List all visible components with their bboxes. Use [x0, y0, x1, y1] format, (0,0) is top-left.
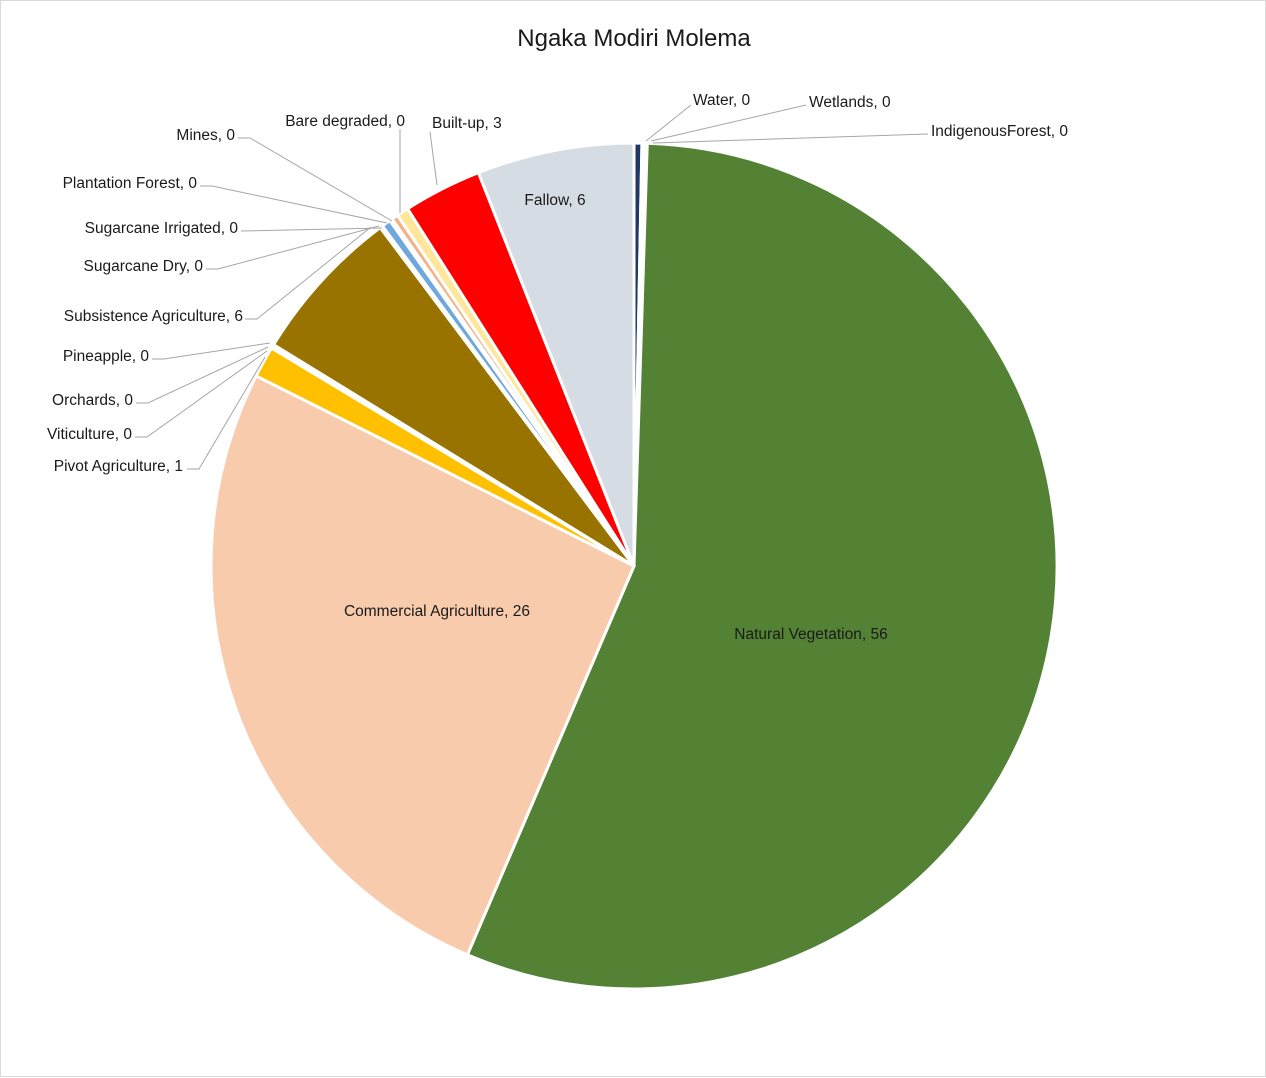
leader-water [645, 104, 692, 142]
label-commercial-agriculture: Commercial Agriculture, 26 [344, 603, 530, 620]
label-wetlands: Wetlands, 0 [809, 94, 891, 111]
label-plantation-forest: Plantation Forest, 0 [63, 175, 198, 192]
leader-subsistence-agriculture [245, 226, 372, 320]
label-bare-degraded: Bare degraded, 0 [285, 113, 405, 130]
label-indigenousforest: IndigenousForest, 0 [931, 123, 1068, 140]
leader-sugarcane-dry [206, 225, 380, 270]
leader-pineapple [152, 342, 271, 360]
label-water: Water, 0 [693, 92, 751, 109]
slice-fallow [476, 141, 636, 567]
leader-sugarcane-irrigated [240, 227, 383, 232]
slice-labels: Water, 0 Wetlands, 0 IndigenousForest, 0 Na… [47, 92, 1068, 643]
label-mines: Mines, 0 [176, 127, 235, 144]
leader-plantation-forest [200, 185, 388, 224]
label-subsistence-agriculture: Subsistence Agriculture, 6 [64, 308, 243, 325]
leader-wetlands [650, 104, 807, 142]
label-fallow: Fallow, 6 [524, 192, 585, 209]
leader-pivot-agriculture [187, 356, 266, 470]
slice-natural-vegetation [465, 141, 1059, 991]
leader-viticulture [135, 350, 268, 438]
leader-indigenousforest [652, 133, 929, 144]
label-pineapple: Pineapple, 0 [63, 348, 150, 365]
leader-orchards [136, 346, 269, 404]
leader-built-up [429, 131, 438, 186]
label-orchards: Orchards, 0 [52, 392, 133, 409]
label-built-up: Built-up, 3 [432, 115, 502, 132]
label-leader-lines [135, 104, 929, 470]
label-viticulture: Viticulture, 0 [47, 426, 132, 443]
chart-title: Ngaka Modiri Molema [517, 25, 751, 52]
label-sugarcane-dry: Sugarcane Dry, 0 [84, 258, 204, 275]
label-natural-vegetation: Natural Vegetation, 56 [734, 626, 887, 643]
label-sugarcane-irrigated: Sugarcane Irrigated, 0 [85, 220, 239, 237]
pie-slices [209, 141, 1059, 991]
leader-mines [238, 137, 393, 222]
label-pivot-agriculture: Pivot Agriculture, 1 [54, 458, 183, 475]
slice-subsistence-agriculture [271, 225, 636, 568]
slice-commercial-agriculture [209, 373, 636, 957]
